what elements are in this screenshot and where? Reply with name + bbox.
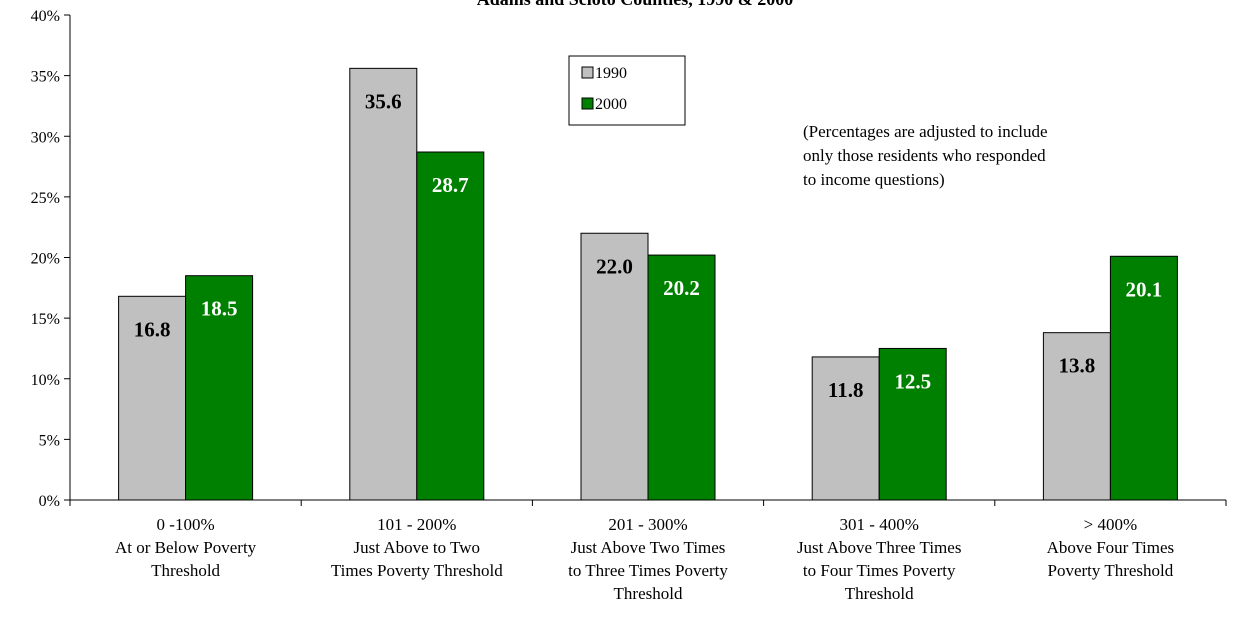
y-tick-label: 15% [31, 311, 60, 328]
y-tick-label: 35% [31, 69, 60, 86]
legend-label: 2000 [595, 96, 627, 113]
category-label-line: Just Above Two Times [571, 538, 726, 557]
bar-value-label: 35.6 [365, 89, 402, 113]
category-label-line: Times Poverty Threshold [331, 561, 503, 580]
bar-value-label: 11.8 [828, 378, 864, 402]
bars: 16.8 18.5 35.6 28.7 22.0 20.2 11.8 12.5 13.8 20.1 [118, 67, 1178, 501]
category-label-line: to Three Times Poverty [568, 561, 728, 580]
annotation-note: (Percentages are adjusted to include only… [803, 122, 1048, 189]
y-tick-label: 20% [31, 251, 60, 268]
bar-1990 [118, 295, 187, 501]
category-label-line: Just Above Three Times [797, 538, 962, 557]
category-label-line: 0 -100% [157, 515, 215, 534]
bar-value-label: 13.8 [1059, 354, 1096, 378]
chart-title: Adams and Scioto Counties, 1990 & 2000 [477, 0, 794, 9]
category-label-line: 301 - 400% [840, 515, 919, 534]
category-label-line: 101 - 200% [377, 515, 456, 534]
y-tick-label: 10% [31, 372, 60, 389]
category-label: 101 - 200% Just Above to Two Times Poverty… [331, 515, 503, 580]
axes: 0% 5% 10% 15% 20% 25% 30% 35% 40% [31, 8, 1227, 510]
category-label: > 400% Above Four Times Poverty Threshold [1047, 515, 1175, 580]
y-tick-label: 5% [39, 432, 60, 449]
category-label-line: Poverty Threshold [1048, 561, 1174, 580]
y-tick-label: 40% [31, 8, 60, 25]
category-label: 301 - 400% Just Above Three Times to Four … [797, 515, 962, 603]
legend: 1990 2000 [568, 55, 686, 126]
category-label-line: Threshold [614, 584, 683, 603]
category-label: 0 -100% At or Below Poverty Threshold [115, 515, 257, 580]
legend-swatch-1990 [581, 66, 594, 79]
bar-2000 [878, 347, 947, 501]
category-label: 201 - 300% Just Above Two Times to Three T… [568, 515, 728, 603]
category-label-line: Threshold [845, 584, 914, 603]
bar-value-label: 28.7 [432, 173, 469, 197]
category-label-line: Above Four Times [1047, 538, 1175, 557]
annotation-line: to income questions) [803, 170, 945, 189]
category-label-line: Just Above to Two [354, 538, 480, 557]
annotation-line: only those residents who responded [803, 146, 1046, 165]
y-tick-label: 25% [31, 190, 60, 207]
bar-value-label: 22.0 [596, 254, 633, 278]
category-labels: 0 -100% At or Below Poverty Threshold 101 -… [115, 515, 1174, 603]
bar-2000 [647, 254, 716, 501]
annotation-line: (Percentages are adjusted to include [803, 122, 1048, 141]
bar-2000 [185, 275, 254, 501]
category-label-line: to Four Times Poverty [803, 561, 956, 580]
bar-value-label: 12.5 [894, 369, 931, 393]
bar-1990 [580, 232, 649, 501]
legend-label: 1990 [595, 65, 627, 82]
category-label-line: At or Below Poverty [115, 538, 257, 557]
legend-swatch-2000 [581, 97, 594, 110]
bar-value-label: 20.2 [663, 276, 700, 300]
bar-2000 [1109, 255, 1178, 501]
bar-1990 [811, 356, 880, 501]
y-tick-label: 30% [31, 129, 60, 146]
bar-value-label: 20.1 [1126, 277, 1163, 301]
bar-value-label: 16.8 [134, 317, 171, 341]
bar-1990 [1042, 332, 1111, 501]
category-label-line: Threshold [151, 561, 220, 580]
legend-box [568, 55, 686, 126]
bar-2000 [416, 151, 485, 501]
y-tick-label: 0% [39, 493, 60, 510]
category-label-line: > 400% [1084, 515, 1138, 534]
category-label-line: 201 - 300% [608, 515, 687, 534]
bar-1990 [349, 67, 418, 501]
bar-value-label: 18.5 [201, 297, 238, 321]
